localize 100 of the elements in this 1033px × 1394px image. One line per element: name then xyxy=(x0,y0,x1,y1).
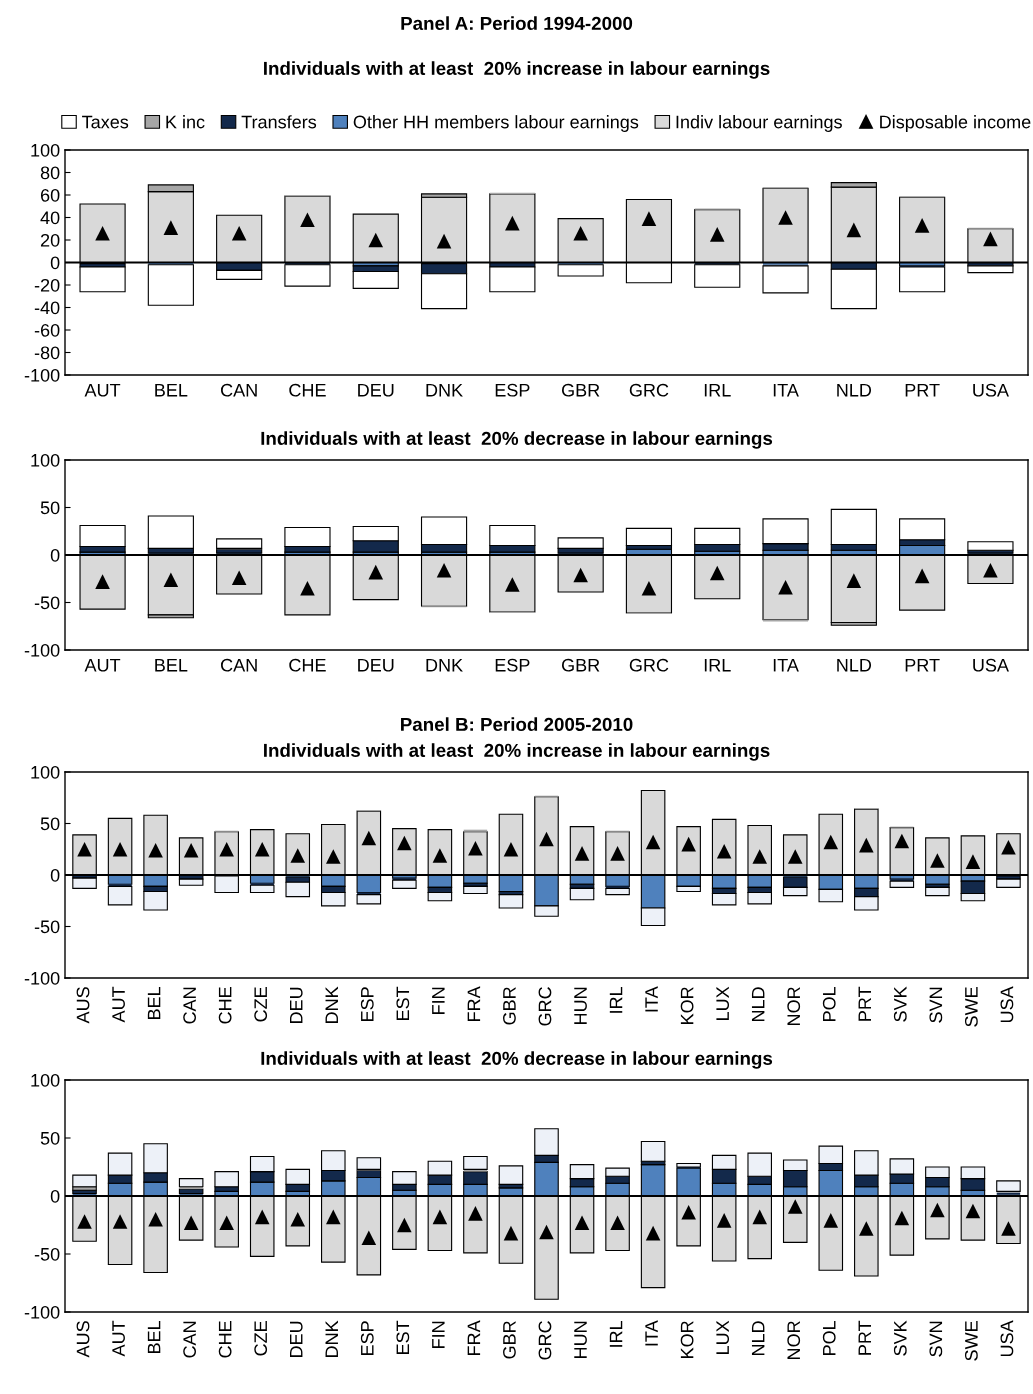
x-tick-label: AUT xyxy=(112,986,125,1023)
x-tick-label: ESP xyxy=(360,987,374,1021)
x-tick-label: ESP xyxy=(495,383,530,397)
chart-title: Individuals with at least 20% decrease in labour earnings xyxy=(261,431,773,449)
y-tick-label: 20 xyxy=(40,233,60,247)
y-tick-label: -50 xyxy=(34,596,60,610)
y-tick-label: 50 xyxy=(40,817,60,831)
x-tick-label: AUS xyxy=(76,987,90,1024)
x-tick-label: CAN xyxy=(221,658,257,672)
x-tick-label: ITA xyxy=(645,986,658,1012)
x-tick-label: ESP xyxy=(360,1321,374,1355)
y-tick-label: -100 xyxy=(24,971,60,985)
legend-label: K inc xyxy=(166,115,205,129)
x-tick-label: USA xyxy=(973,383,1009,397)
y-tick-label: 100 xyxy=(31,143,60,157)
x-tick-label: GBR xyxy=(561,658,600,672)
x-tick-label: BEL xyxy=(155,659,188,672)
x-tick-label: AUT xyxy=(112,1320,125,1357)
y-tick-label: -50 xyxy=(34,920,60,934)
y-tick-label: -100 xyxy=(24,368,60,382)
x-tick-label: DNK xyxy=(325,1320,338,1357)
x-tick-label: SVN xyxy=(929,987,943,1023)
x-tick-label: BEL xyxy=(147,986,161,1019)
legend-label: Transfers xyxy=(241,115,317,129)
x-tick-label: SVN xyxy=(929,1321,943,1357)
legend-label: Disposable income xyxy=(880,115,1031,132)
x-tick-label: IRL xyxy=(609,986,623,1013)
x-tick-label: DEU xyxy=(290,987,303,1023)
x-tick-label: AUT xyxy=(84,384,121,397)
y-tick-label: 100 xyxy=(31,765,60,779)
x-tick-label: DEU xyxy=(290,1321,303,1357)
x-tick-label: NOR xyxy=(787,987,801,1025)
x-tick-label: GRC xyxy=(629,658,669,672)
x-tick-label: CHE xyxy=(289,383,326,397)
x-tick-label: SWE xyxy=(964,987,978,1027)
x-tick-label: LUX xyxy=(716,986,730,1020)
x-tick-label: KOR xyxy=(680,987,694,1024)
y-tick-label: -40 xyxy=(34,301,60,315)
x-tick-label: GBR xyxy=(561,383,600,397)
y-tick-label: 100 xyxy=(31,1073,60,1087)
chart-title: Individuals with at least 20% increase in labour earnings xyxy=(264,743,770,761)
x-tick-label: KOR xyxy=(680,1321,694,1358)
x-tick-label: CHE xyxy=(218,987,232,1024)
y-tick-label: -20 xyxy=(34,278,60,292)
x-tick-label: GBR xyxy=(503,987,516,1025)
x-tick-label: BEL xyxy=(155,384,188,397)
x-tick-label: SWE xyxy=(964,1321,978,1361)
y-tick-label: -100 xyxy=(24,643,60,657)
x-tick-label: CAN xyxy=(221,383,257,397)
x-tick-label: SVK xyxy=(893,986,907,1022)
legend-label: Indiv labour earnings xyxy=(676,115,842,132)
x-tick-label: AUS xyxy=(76,1321,90,1358)
x-tick-label: IRL xyxy=(704,384,731,397)
x-tick-label: NLD xyxy=(751,987,765,1021)
x-tick-label: EST xyxy=(396,986,410,1020)
x-tick-label: ITA xyxy=(645,1320,658,1346)
x-tick-label: GRC xyxy=(629,383,669,397)
x-tick-label: POL xyxy=(822,986,836,1021)
y-tick-label: 0 xyxy=(50,548,60,562)
x-tick-label: USA xyxy=(973,658,1009,672)
x-tick-label: AUT xyxy=(84,659,121,672)
x-tick-label: IRL xyxy=(609,1320,623,1347)
x-tick-label: LUX xyxy=(716,1320,730,1354)
x-tick-label: NLD xyxy=(837,384,872,397)
legend-label: Other HH members labour earnings xyxy=(353,115,639,132)
x-tick-label: SVK xyxy=(893,1320,907,1356)
x-tick-label: NOR xyxy=(787,1321,801,1359)
x-tick-label: GRC xyxy=(538,987,552,1026)
x-tick-label: IRL xyxy=(704,659,731,672)
x-tick-label: ITA xyxy=(773,384,799,397)
y-tick-label: -60 xyxy=(34,323,60,337)
x-tick-label: NLD xyxy=(837,659,872,672)
y-tick-label: 100 xyxy=(31,453,60,467)
x-tick-label: HUN xyxy=(574,1321,587,1358)
y-tick-label: 0 xyxy=(50,1189,60,1203)
x-tick-label: DEU xyxy=(358,384,394,397)
x-tick-label: CZE xyxy=(254,987,268,1022)
x-tick-label: FIN xyxy=(432,987,445,1014)
y-tick-label: -50 xyxy=(34,1247,60,1261)
y-tick-label: 0 xyxy=(50,256,60,270)
y-tick-label: 50 xyxy=(40,1131,60,1145)
x-tick-label: EST xyxy=(396,1320,410,1354)
x-tick-label: FRA xyxy=(467,986,481,1021)
x-tick-label: CAN xyxy=(183,1321,196,1358)
x-tick-label: CAN xyxy=(183,987,196,1024)
text: Panel A: Period 1994-2000 xyxy=(401,16,633,31)
x-tick-label: DEU xyxy=(358,659,394,672)
legend-label: Taxes xyxy=(82,115,129,129)
x-tick-label: DNK xyxy=(426,384,463,397)
x-tick-label: POL xyxy=(822,1320,836,1355)
x-tick-label: DNK xyxy=(325,986,338,1023)
x-tick-label: ITA xyxy=(773,659,799,672)
x-tick-label: GBR xyxy=(503,1321,516,1359)
x-tick-label: USA xyxy=(1000,1320,1014,1357)
y-tick-label: 40 xyxy=(40,211,60,225)
x-tick-label: FRA xyxy=(467,1320,481,1355)
x-tick-label: USA xyxy=(1000,986,1014,1023)
text: Panel B: Period 2005-2010 xyxy=(401,717,633,732)
y-tick-label: 0 xyxy=(50,868,60,882)
x-tick-label: GRC xyxy=(538,1321,552,1360)
